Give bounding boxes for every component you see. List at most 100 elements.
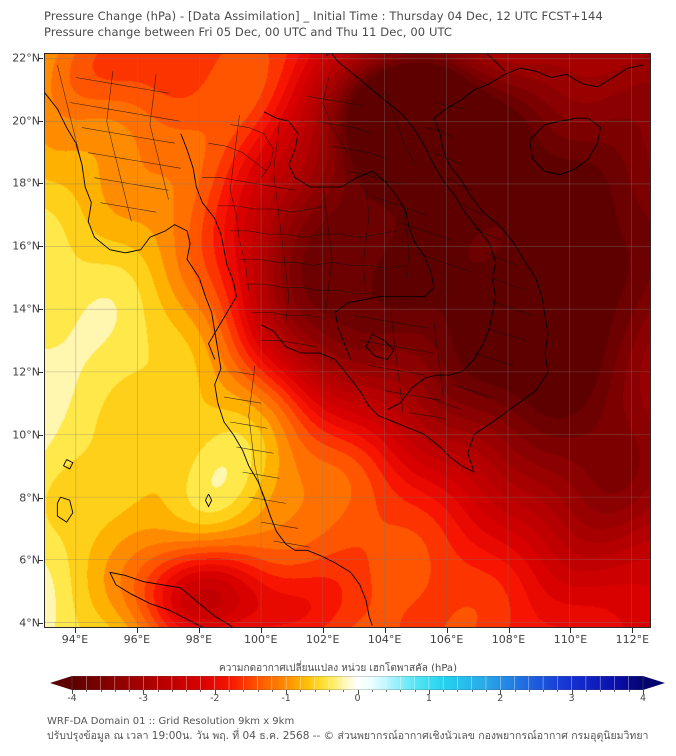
- colorbar-tick-label: 3: [568, 693, 575, 704]
- y-tick-mark: [38, 57, 43, 59]
- colorbar-tick-label: 4: [639, 693, 647, 704]
- y-tick-label: 18°N: [12, 176, 40, 190]
- pressure-change-heatmap: [45, 54, 650, 627]
- x-tick-mark: [570, 628, 572, 633]
- colorbar-minor-tick: [100, 690, 102, 692]
- colorbar-tick-label: -4: [67, 693, 77, 704]
- x-tick-mark: [508, 628, 510, 633]
- y-tick-label: 10°N: [12, 428, 40, 442]
- y-tick-label: 6°N: [19, 553, 40, 567]
- y-tick-mark: [38, 309, 43, 311]
- colorbar-minor-tick: [171, 690, 173, 692]
- colorbar-minor-tick: [271, 690, 273, 692]
- colorbar-tick-mark: [357, 690, 359, 694]
- colorbar-tick-mark: [428, 690, 430, 694]
- y-tick-label: 14°N: [12, 302, 40, 316]
- colorbar-minor-tick: [229, 690, 231, 692]
- x-tick-mark: [446, 628, 448, 633]
- title-line-2: Pressure change between Fri 05 Dec, 00 U…: [44, 25, 453, 39]
- colorbar-minor-tick: [300, 690, 302, 692]
- x-tick-mark: [136, 628, 138, 633]
- colorbar-minor-tick: [157, 690, 159, 692]
- x-tick-label: 110°E: [553, 633, 588, 646]
- x-tick-label: 102°E: [305, 633, 340, 646]
- footer-model-info: WRF-DA Domain 01 :: Grid Resolution 9km …: [47, 716, 295, 727]
- colorbar-minor-tick: [328, 690, 330, 692]
- colorbar-minor-tick: [557, 690, 559, 692]
- y-tick-label: 20°N: [12, 114, 40, 128]
- colorbar-tick-mark: [500, 690, 502, 694]
- colorbar-minor-tick: [129, 690, 131, 692]
- colorbar-minor-tick: [371, 690, 373, 692]
- colorbar-minor-tick: [257, 690, 259, 692]
- colorbar-minor-tick: [471, 690, 473, 692]
- colorbar-minor-tick: [314, 690, 316, 692]
- x-tick-label: 108°E: [491, 633, 526, 646]
- map-plot-area: [44, 53, 651, 628]
- colorbar-tick-label: -1: [281, 693, 291, 704]
- colorbar-title: ความกดอากาศเปลี่ยนแปลง หน่วย เฮกโตพาสคัล…: [219, 663, 457, 674]
- y-tick-mark: [38, 497, 43, 499]
- x-tick-mark: [384, 628, 386, 633]
- colorbar-tick-mark: [214, 690, 216, 694]
- colorbar-minor-tick: [114, 690, 116, 692]
- x-tick-mark: [322, 628, 324, 633]
- colorbar-minor-tick: [400, 690, 402, 692]
- colorbar-tick-mark: [143, 690, 145, 694]
- y-tick-mark: [38, 623, 43, 625]
- colorbar-minor-tick: [443, 690, 445, 692]
- chart-title-block: Pressure Change (hPa) - [Data Assimilati…: [44, 8, 664, 40]
- y-tick-label: 12°N: [12, 365, 40, 379]
- y-tick-mark: [38, 560, 43, 562]
- x-tick-label: 100°E: [244, 633, 278, 646]
- colorbar-minor-tick: [528, 690, 530, 692]
- colorbar-minor-tick: [600, 690, 602, 692]
- colorbar-tick-label: 1: [425, 693, 432, 704]
- colorbar-tick-label: -3: [138, 693, 149, 704]
- x-tick-mark: [198, 628, 200, 633]
- x-tick-label: 106°E: [429, 633, 464, 646]
- y-tick-mark: [38, 434, 43, 436]
- colorbar-tick-label: 0: [354, 693, 361, 704]
- x-tick-label: 94°E: [61, 633, 89, 646]
- x-tick-mark: [260, 628, 262, 633]
- colorbar-minor-tick: [628, 690, 630, 692]
- y-tick-label: 16°N: [12, 239, 40, 253]
- x-tick-label: 98°E: [185, 633, 213, 646]
- colorbar-minor-tick: [86, 690, 88, 692]
- y-tick-mark: [38, 371, 43, 373]
- y-tick-mark: [38, 246, 43, 248]
- colorbar-minor-tick: [200, 690, 202, 692]
- colorbar-minor-tick: [457, 690, 459, 692]
- colorbar-minor-tick: [343, 690, 345, 692]
- footer-update-info: ปรับปรุงข้อมูล ณ เวลา 19:00น. วัน พฤ. ที…: [47, 730, 649, 742]
- footer-block: WRF-DA Domain 01 :: Grid Resolution 9km …: [47, 714, 667, 744]
- colorbar-tick-mark: [571, 690, 573, 694]
- colorbar-minor-tick: [485, 690, 487, 692]
- colorbar-minor-tick: [514, 690, 516, 692]
- x-tick-label: 112°E: [615, 633, 650, 646]
- colorbar-tick-mark: [72, 690, 73, 694]
- x-tick-label: 96°E: [123, 633, 151, 646]
- x-tick-label: 104°E: [367, 633, 402, 646]
- colorbar-minor-tick: [386, 690, 388, 692]
- colorbar-minor-tick: [585, 690, 587, 692]
- y-tick-label: 8°N: [19, 491, 40, 505]
- y-tick-label: 4°N: [19, 616, 40, 630]
- x-tick-mark: [74, 628, 76, 633]
- colorbar-minor-tick: [243, 690, 245, 692]
- colorbar-minor-tick: [614, 690, 616, 692]
- colorbar-tick-label: 2: [497, 693, 504, 704]
- y-tick-mark: [38, 183, 43, 185]
- colorbar-minor-tick: [414, 690, 416, 692]
- colorbar-tick-mark: [286, 690, 288, 694]
- colorbar: [50, 676, 665, 690]
- y-tick-mark: [38, 120, 43, 122]
- colorbar-minor-tick: [186, 690, 188, 692]
- colorbar-minor-tick: [543, 690, 545, 692]
- y-tick-label: 22°N: [12, 51, 40, 65]
- x-tick-mark: [632, 628, 634, 633]
- colorbar-tick-label: -2: [210, 693, 220, 704]
- title-line-1: Pressure Change (hPa) - [Data Assimilati…: [44, 9, 603, 23]
- colorbar-tick-mark: [643, 690, 644, 694]
